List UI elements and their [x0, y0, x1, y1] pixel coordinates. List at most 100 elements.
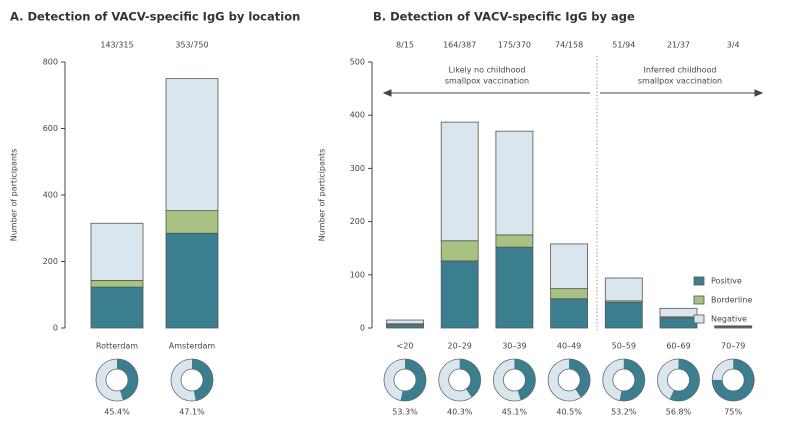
donut-segment	[171, 359, 213, 401]
fraction-label: 21/37	[667, 41, 690, 50]
donut-outline	[503, 368, 526, 392]
y-tick-label: 200	[350, 217, 365, 226]
donut-outline	[438, 358, 482, 402]
bar-segment	[386, 319, 424, 325]
bar-segment	[90, 280, 144, 288]
y-tick-label: 100	[350, 270, 365, 279]
donut-segment	[493, 359, 536, 401]
donut-outline	[393, 368, 417, 392]
percent-label: 45.1%	[502, 408, 528, 417]
percent-label: 53.2%	[611, 408, 637, 417]
fraction-label: 3/4	[727, 41, 740, 50]
x-tick-label: 30–39	[502, 342, 526, 351]
bar-segment	[550, 288, 588, 300]
y-tick-label: 500	[350, 58, 365, 67]
x-tick-label: 50–59	[612, 342, 636, 351]
bar-segment	[386, 324, 424, 329]
donut-outline	[448, 368, 472, 392]
bar-segment	[165, 78, 219, 212]
y-tick-label: 800	[43, 58, 58, 67]
percent-label: 53.3%	[392, 408, 418, 417]
bar-segment	[495, 246, 534, 329]
donut-outline	[383, 358, 427, 402]
donut-segment	[657, 359, 700, 401]
donut-outline	[493, 358, 536, 402]
donut-outline	[95, 358, 139, 402]
bar-segment	[604, 277, 643, 302]
annotation: smallpox vaccination	[638, 77, 722, 86]
legend-swatch	[693, 295, 705, 305]
y-tick-label: 300	[350, 164, 365, 173]
fraction-label: 51/94	[612, 41, 635, 50]
legend-swatch	[693, 276, 705, 286]
donut-outline	[667, 368, 690, 392]
fraction-label: 143/315	[100, 41, 133, 50]
annotation: Inferred childhood	[644, 66, 717, 75]
donut-segment	[602, 359, 645, 401]
x-tick-label: 20–29	[448, 342, 472, 351]
donut-outline	[170, 358, 214, 402]
donut-segment	[384, 359, 426, 401]
arrows	[382, 89, 764, 97]
bar-segment	[90, 222, 144, 281]
donut-outline	[602, 358, 646, 402]
donut-segment	[548, 359, 591, 401]
bar-segment	[440, 260, 479, 329]
donut-outline	[180, 368, 204, 392]
x-tick-label: 70–79	[721, 342, 745, 351]
percent-label: 45.4%	[104, 408, 130, 417]
legend-label: Positive	[711, 277, 742, 286]
bar-segment	[604, 302, 643, 329]
percent-label: 40.3%	[447, 408, 473, 417]
donut-outline	[612, 368, 636, 392]
x-tick-label: <20	[397, 342, 414, 351]
y-tick-label: 0	[53, 324, 58, 333]
bar-segment	[659, 307, 698, 318]
donut-segment	[712, 359, 755, 401]
bar-segment	[440, 240, 479, 262]
donut-segment	[438, 359, 481, 401]
donut-segment	[96, 359, 138, 401]
bar-segment	[550, 243, 588, 290]
bar-segment	[495, 130, 534, 236]
y-axis-title: Number of participants	[318, 149, 327, 242]
percent-label: 47.1%	[179, 408, 205, 417]
legend-swatch	[693, 314, 705, 324]
percent-label: 56.8%	[666, 408, 692, 417]
percent-label: 40.5%	[556, 408, 582, 417]
donut-outline	[557, 368, 581, 392]
chart-title: B. Detection of VACV-specific IgG by age	[373, 10, 635, 24]
percent-label: 75%	[724, 408, 742, 417]
legend-label: Negative	[711, 315, 747, 324]
fraction-label: 353/750	[175, 41, 208, 50]
chart-title: A. Detection of VACV-specific IgG by loc…	[10, 10, 300, 24]
donut-outline	[105, 368, 129, 392]
bar-segment	[495, 234, 534, 248]
annotation: smallpox vaccination	[445, 77, 529, 86]
x-tick-label: 40–49	[557, 342, 581, 351]
legend-label: Borderline	[711, 296, 752, 305]
fraction-label: 164/387	[443, 41, 476, 50]
donut-outline	[721, 368, 745, 392]
fraction-label: 8/15	[396, 41, 414, 50]
bar-segment	[550, 298, 588, 329]
x-tick-label: 60–69	[666, 342, 690, 351]
bar-segment	[659, 317, 698, 329]
bar-segment	[165, 210, 219, 234]
y-tick-label: 400	[43, 191, 58, 200]
y-tick-label: 200	[43, 257, 58, 266]
donut-outline	[711, 358, 755, 402]
x-tick-label: Rotterdam	[96, 342, 138, 351]
y-tick-label: 600	[43, 124, 58, 133]
bar-segment	[90, 286, 144, 329]
fraction-label: 74/158	[555, 41, 583, 50]
y-tick-label: 400	[350, 111, 365, 120]
fraction-label: 175/370	[498, 41, 531, 50]
bar-segment	[440, 121, 479, 242]
bar-segment	[714, 325, 753, 327]
x-tick-label: Amsterdam	[169, 342, 216, 351]
y-axis-title: Number of participants	[10, 149, 19, 242]
y-tick-label: 0	[360, 324, 365, 333]
donut-outline	[547, 358, 591, 402]
